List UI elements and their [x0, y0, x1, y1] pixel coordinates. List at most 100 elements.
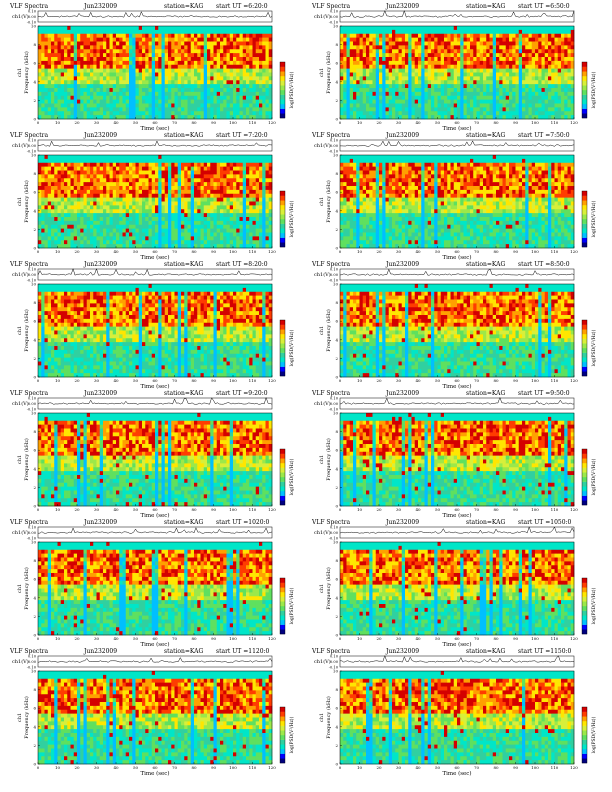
spectrogram-cell	[129, 57, 133, 62]
spectrogram-cell	[164, 103, 169, 108]
spectrogram-cell	[216, 166, 221, 171]
spectrogram-cell	[164, 60, 169, 66]
spectrogram-cell	[418, 29, 422, 35]
spectrogram-cell	[216, 49, 221, 54]
spectrogram-cell	[223, 182, 227, 187]
spectrogram-cell	[570, 37, 575, 42]
spectrogram-cell	[440, 26, 445, 31]
spectrogram-cell	[138, 158, 143, 164]
spectrogram-cell	[112, 49, 117, 54]
spectrogram-cell	[158, 209, 162, 214]
spectrogram-cell	[190, 189, 195, 195]
spectrogram-cell	[77, 80, 81, 85]
spectrogram-cell	[47, 29, 52, 35]
spectrogram-cell	[77, 209, 81, 214]
spectrogram-cell	[535, 80, 539, 85]
spectrogram-cell	[158, 95, 162, 100]
spectrogram-cell	[187, 186, 192, 191]
spectrogram-cell	[343, 99, 347, 104]
trace-tick-label: 0.00	[28, 15, 37, 19]
spectrogram-cell	[148, 33, 153, 38]
spectrogram-cell	[265, 57, 270, 62]
spectrogram-cell	[369, 80, 373, 85]
spectrogram-cell	[125, 220, 130, 226]
spectrogram-cell	[525, 72, 529, 77]
spectrogram-cell	[171, 99, 175, 104]
spectrogram-cell	[47, 162, 52, 167]
spectrogram-cell	[457, 41, 461, 46]
spectrogram-cell	[161, 155, 166, 160]
spectrogram-cell	[99, 41, 104, 46]
spectrogram-cell	[427, 60, 432, 66]
spectrogram-cell	[203, 166, 208, 171]
spectrogram-cell	[122, 29, 127, 35]
spectrogram-cell	[265, 45, 270, 50]
spectrogram-cell	[151, 174, 156, 179]
spectrogram-cell	[200, 193, 205, 198]
spectrogram-cell	[388, 91, 393, 97]
spectrogram-cell	[226, 80, 231, 85]
spectrogram-cell	[226, 72, 231, 77]
spectrogram-cell	[398, 115, 403, 120]
spectrogram-cell	[388, 99, 393, 104]
spectrogram-cell	[138, 205, 143, 210]
spectrogram-cell	[236, 84, 240, 89]
spectrogram-cell	[60, 115, 65, 120]
spectrogram-cell	[216, 64, 221, 69]
spectrogram-cell	[90, 33, 94, 38]
colorbar-segment	[280, 104, 285, 109]
spectrogram-cell	[499, 115, 503, 120]
spectrogram-cell	[492, 99, 497, 104]
spectrogram-cell	[83, 236, 88, 241]
spectrogram-cell	[447, 57, 451, 62]
spectrogram-cell	[437, 80, 442, 85]
spectrogram-cell	[119, 111, 123, 116]
spectrogram-cell	[60, 189, 65, 195]
spectrogram-cell	[155, 26, 159, 31]
spectrogram-cell	[538, 95, 542, 100]
spectrogram-cell	[223, 174, 227, 179]
spectrogram-cell	[561, 95, 565, 100]
spectrogram-cell	[181, 244, 185, 249]
spectrogram-cell	[437, 41, 442, 46]
spectrogram-cell	[369, 68, 373, 73]
spectrogram-cell	[44, 178, 49, 183]
spectrogram-cell	[177, 45, 182, 50]
spectrogram-cell	[138, 174, 143, 179]
spectrogram-cell	[184, 174, 188, 179]
spectrogram-cell	[398, 60, 403, 66]
spectrogram-cell	[54, 205, 58, 210]
spectrogram-cell	[249, 72, 253, 77]
spectrogram-cell	[427, 41, 432, 46]
spectrogram-cell	[155, 166, 159, 171]
spectrogram-cell	[41, 182, 45, 187]
spectrogram-cell	[99, 111, 104, 116]
colorbar-segment	[280, 94, 285, 100]
spectrogram-cell	[187, 236, 192, 241]
spectrogram-cell	[142, 205, 146, 210]
spectrogram-cell	[145, 49, 149, 54]
spectrogram-cell	[80, 26, 84, 31]
spectrogram-cell	[83, 95, 88, 100]
spectrogram-cell	[57, 33, 62, 38]
spectrogram-cell	[518, 41, 523, 46]
spectrogram-cell	[155, 33, 159, 38]
spectrogram-cell	[226, 68, 231, 73]
spectrogram-cell	[142, 166, 146, 171]
spectrogram-cell	[93, 158, 97, 164]
spectrogram-cell	[164, 72, 169, 77]
spectrogram-cell	[142, 80, 146, 85]
spectrogram-cell	[424, 60, 429, 66]
spectrogram-cell	[528, 84, 533, 89]
spectrogram-cell	[177, 41, 182, 46]
spectrogram-cell	[96, 64, 101, 69]
spectrogram-cell	[86, 91, 91, 97]
spectrogram-cell	[246, 45, 250, 50]
spectrogram-cell	[158, 162, 162, 167]
spectrogram-cell	[44, 84, 49, 89]
spectrogram-cell	[382, 115, 386, 120]
spectrogram-cell	[174, 178, 179, 183]
spectrogram-cell	[252, 45, 257, 50]
spectrogram-cell	[90, 91, 94, 97]
